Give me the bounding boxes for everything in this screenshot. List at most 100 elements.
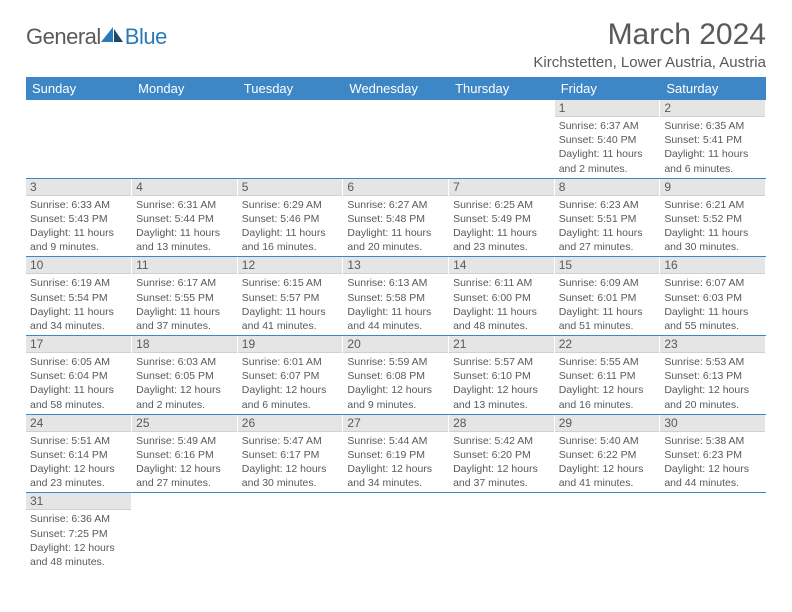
daylight-text: Daylight: 11 hours and 48 minutes. — [453, 305, 550, 333]
day-body: Sunrise: 5:47 AMSunset: 6:17 PMDaylight:… — [238, 432, 343, 493]
sunrise-text: Sunrise: 6:13 AM — [347, 276, 444, 290]
day-cell: 30Sunrise: 5:38 AMSunset: 6:23 PMDayligh… — [660, 414, 766, 493]
day-number: 11 — [132, 257, 237, 274]
calendar-row: 31Sunrise: 6:36 AMSunset: 7:25 PMDayligh… — [26, 493, 766, 571]
empty-cell — [237, 100, 343, 178]
day-body: Sunrise: 6:01 AMSunset: 6:07 PMDaylight:… — [238, 353, 343, 414]
day-body: Sunrise: 6:29 AMSunset: 5:46 PMDaylight:… — [238, 196, 343, 257]
sail-icon — [99, 25, 125, 50]
day-cell: 12Sunrise: 6:15 AMSunset: 5:57 PMDayligh… — [237, 257, 343, 336]
sunrise-text: Sunrise: 6:03 AM — [136, 355, 233, 369]
location-text: Kirchstetten, Lower Austria, Austria — [533, 54, 766, 71]
sunset-text: Sunset: 5:48 PM — [347, 212, 444, 226]
day-number: 14 — [449, 257, 554, 274]
day-body: Sunrise: 6:09 AMSunset: 6:01 PMDaylight:… — [555, 274, 660, 335]
sunset-text: Sunset: 5:44 PM — [136, 212, 233, 226]
daylight-text: Daylight: 11 hours and 23 minutes. — [453, 226, 550, 254]
day-cell: 24Sunrise: 5:51 AMSunset: 6:14 PMDayligh… — [26, 414, 132, 493]
day-body: Sunrise: 6:17 AMSunset: 5:55 PMDaylight:… — [132, 274, 237, 335]
sunrise-text: Sunrise: 6:05 AM — [30, 355, 127, 369]
day-number: 21 — [449, 336, 554, 353]
day-number: 1 — [555, 100, 660, 117]
day-cell: 16Sunrise: 6:07 AMSunset: 6:03 PMDayligh… — [660, 257, 766, 336]
sunset-text: Sunset: 6:07 PM — [242, 369, 339, 383]
day-number: 13 — [343, 257, 448, 274]
sunset-text: Sunset: 6:10 PM — [453, 369, 550, 383]
day-body: Sunrise: 6:07 AMSunset: 6:03 PMDaylight:… — [660, 274, 765, 335]
day-number: 24 — [26, 415, 131, 432]
day-number: 26 — [238, 415, 343, 432]
day-body: Sunrise: 6:27 AMSunset: 5:48 PMDaylight:… — [343, 196, 448, 257]
empty-cell — [449, 493, 555, 571]
page-title: March 2024 — [533, 18, 766, 52]
daylight-text: Daylight: 11 hours and 13 minutes. — [136, 226, 233, 254]
day-number: 23 — [660, 336, 765, 353]
sunset-text: Sunset: 5:55 PM — [136, 291, 233, 305]
daylight-text: Daylight: 11 hours and 41 minutes. — [242, 305, 339, 333]
day-header-row: Sunday Monday Tuesday Wednesday Thursday… — [26, 77, 766, 100]
sunset-text: Sunset: 6:16 PM — [136, 448, 233, 462]
empty-cell — [26, 100, 132, 178]
day-body: Sunrise: 5:55 AMSunset: 6:11 PMDaylight:… — [555, 353, 660, 414]
empty-cell — [132, 493, 238, 571]
sunrise-text: Sunrise: 6:17 AM — [136, 276, 233, 290]
daylight-text: Daylight: 12 hours and 27 minutes. — [136, 462, 233, 490]
daylight-text: Daylight: 11 hours and 16 minutes. — [242, 226, 339, 254]
daylight-text: Daylight: 12 hours and 44 minutes. — [664, 462, 761, 490]
day-number: 25 — [132, 415, 237, 432]
title-block: March 2024 Kirchstetten, Lower Austria, … — [533, 18, 766, 71]
day-cell: 27Sunrise: 5:44 AMSunset: 6:19 PMDayligh… — [343, 414, 449, 493]
day-number: 9 — [660, 179, 765, 196]
sunset-text: Sunset: 6:13 PM — [664, 369, 761, 383]
day-body: Sunrise: 6:23 AMSunset: 5:51 PMDaylight:… — [555, 196, 660, 257]
sunrise-text: Sunrise: 5:53 AM — [664, 355, 761, 369]
sunset-text: Sunset: 5:52 PM — [664, 212, 761, 226]
daylight-text: Daylight: 11 hours and 44 minutes. — [347, 305, 444, 333]
sunrise-text: Sunrise: 6:21 AM — [664, 198, 761, 212]
day-body: Sunrise: 6:33 AMSunset: 5:43 PMDaylight:… — [26, 196, 131, 257]
day-header-sat: Saturday — [660, 77, 766, 100]
calendar-row: 24Sunrise: 5:51 AMSunset: 6:14 PMDayligh… — [26, 414, 766, 493]
day-number: 20 — [343, 336, 448, 353]
day-cell: 8Sunrise: 6:23 AMSunset: 5:51 PMDaylight… — [554, 178, 660, 257]
sunrise-text: Sunrise: 6:07 AM — [664, 276, 761, 290]
day-body: Sunrise: 6:31 AMSunset: 5:44 PMDaylight:… — [132, 196, 237, 257]
sunrise-text: Sunrise: 5:47 AM — [242, 434, 339, 448]
sunrise-text: Sunrise: 6:37 AM — [559, 119, 656, 133]
day-cell: 13Sunrise: 6:13 AMSunset: 5:58 PMDayligh… — [343, 257, 449, 336]
sunrise-text: Sunrise: 6:25 AM — [453, 198, 550, 212]
day-cell: 5Sunrise: 6:29 AMSunset: 5:46 PMDaylight… — [237, 178, 343, 257]
day-body: Sunrise: 5:44 AMSunset: 6:19 PMDaylight:… — [343, 432, 448, 493]
day-cell: 31Sunrise: 6:36 AMSunset: 7:25 PMDayligh… — [26, 493, 132, 571]
day-body: Sunrise: 5:42 AMSunset: 6:20 PMDaylight:… — [449, 432, 554, 493]
sunrise-text: Sunrise: 5:55 AM — [559, 355, 656, 369]
day-number: 30 — [660, 415, 765, 432]
daylight-text: Daylight: 11 hours and 51 minutes. — [559, 305, 656, 333]
daylight-text: Daylight: 11 hours and 30 minutes. — [664, 226, 761, 254]
header: General Blue March 2024 Kirchstetten, Lo… — [26, 18, 766, 71]
day-number: 8 — [555, 179, 660, 196]
day-cell: 19Sunrise: 6:01 AMSunset: 6:07 PMDayligh… — [237, 336, 343, 415]
logo-text-general: General — [26, 24, 101, 50]
day-cell: 4Sunrise: 6:31 AMSunset: 5:44 PMDaylight… — [132, 178, 238, 257]
day-cell: 15Sunrise: 6:09 AMSunset: 6:01 PMDayligh… — [554, 257, 660, 336]
day-number: 12 — [238, 257, 343, 274]
sunset-text: Sunset: 6:14 PM — [30, 448, 127, 462]
day-header-fri: Friday — [554, 77, 660, 100]
empty-cell — [343, 100, 449, 178]
calendar-row: 10Sunrise: 6:19 AMSunset: 5:54 PMDayligh… — [26, 257, 766, 336]
day-cell: 1Sunrise: 6:37 AMSunset: 5:40 PMDaylight… — [554, 100, 660, 178]
day-body: Sunrise: 5:38 AMSunset: 6:23 PMDaylight:… — [660, 432, 765, 493]
calendar-row: 3Sunrise: 6:33 AMSunset: 5:43 PMDaylight… — [26, 178, 766, 257]
sunrise-text: Sunrise: 6:01 AM — [242, 355, 339, 369]
sunset-text: Sunset: 6:01 PM — [559, 291, 656, 305]
day-body: Sunrise: 5:40 AMSunset: 6:22 PMDaylight:… — [555, 432, 660, 493]
empty-cell — [554, 493, 660, 571]
day-body: Sunrise: 6:03 AMSunset: 6:05 PMDaylight:… — [132, 353, 237, 414]
logo-text-blue: Blue — [125, 24, 167, 50]
day-header-mon: Monday — [132, 77, 238, 100]
sunset-text: Sunset: 6:23 PM — [664, 448, 761, 462]
day-number: 27 — [343, 415, 448, 432]
sunrise-text: Sunrise: 6:33 AM — [30, 198, 127, 212]
day-cell: 17Sunrise: 6:05 AMSunset: 6:04 PMDayligh… — [26, 336, 132, 415]
